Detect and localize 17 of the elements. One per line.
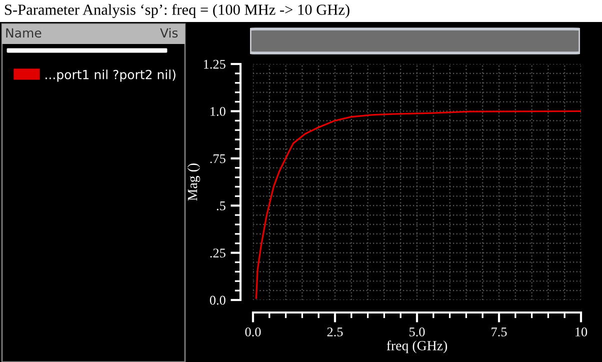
- y-tick-label: .25: [210, 248, 226, 258]
- x-tick-label: 2.5: [327, 328, 343, 336]
- text: Name: [6, 28, 42, 38]
- y-tick-label: 1.25: [204, 60, 226, 69]
- x-axis-title: freq (GHz): [386, 340, 448, 354]
- x-tick-label: 5.0: [410, 327, 425, 336]
- chart-title: S-Parameter Analysis ‘sp’: freq = (100 MHz -> 10 GHz): [5, 4, 350, 18]
- text: Vis: [160, 28, 178, 38]
- x-tick-label: 7.5: [492, 328, 507, 336]
- y-tick-label: 0.0: [210, 296, 226, 305]
- y-tick-label: .5: [216, 202, 226, 210]
- y-tick-label: .75: [210, 154, 226, 164]
- y-tick-label: 1.0: [210, 107, 226, 116]
- y-axis-title: Mag (): [187, 164, 200, 201]
- legend-label: ...port1 nil ?port2 nil): [46, 70, 176, 82]
- x-tick-label: 0.0: [245, 327, 261, 336]
- x-tick-label: 10: [576, 327, 588, 336]
